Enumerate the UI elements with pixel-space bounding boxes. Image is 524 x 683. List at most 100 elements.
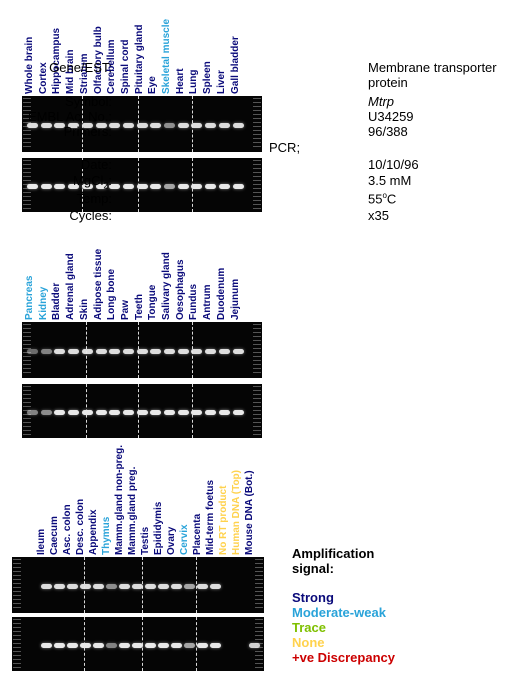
pcr-band <box>232 123 244 128</box>
dna-ladder <box>13 619 21 669</box>
mgcl-key: MgCl2: <box>73 173 112 191</box>
pcr-band <box>68 123 80 128</box>
lane-label: Asc. colon <box>62 504 73 555</box>
lane-label: Jejunum <box>229 278 241 320</box>
pcr-band <box>145 584 156 589</box>
lane-label: Eye <box>147 76 159 94</box>
pcr-band <box>109 349 121 354</box>
pcr-band <box>177 410 189 415</box>
pcr-band <box>93 643 104 648</box>
pcr-band <box>68 410 80 415</box>
pcr-band <box>145 643 156 648</box>
lane-label: Duodenum <box>215 267 227 320</box>
pcr-band <box>164 349 175 354</box>
pcr-band <box>232 349 244 354</box>
pcr-band <box>191 410 203 415</box>
lane-label: Skeletal muscle <box>161 18 172 94</box>
legend-item-moderate: Moderate-weak <box>292 605 386 620</box>
pcr-band <box>54 123 66 128</box>
gel-panel-1-top <box>22 96 262 152</box>
pcr-band <box>132 584 143 589</box>
pcr-band <box>54 349 66 354</box>
pcr-band <box>218 123 230 128</box>
lane-label: Placenta <box>192 513 203 555</box>
pcr-band <box>184 643 195 648</box>
dna-ladder <box>23 324 31 376</box>
lane-label: Skin <box>78 298 90 320</box>
lane-label: Gall bladder <box>229 36 241 94</box>
lane-label: Mid-term foetus <box>205 480 216 555</box>
pcr-band <box>80 643 91 648</box>
primers-value: 96/388 <box>368 124 408 139</box>
dna-ladder <box>255 559 263 611</box>
lane-label: Liver <box>215 70 227 94</box>
pcr-band <box>249 643 260 648</box>
pcr-band <box>197 584 208 589</box>
pcr-band <box>41 643 52 648</box>
pcr-band <box>95 123 107 128</box>
lane-label: Heart <box>174 68 186 94</box>
pcr-band <box>136 123 148 128</box>
pcr-band <box>95 410 107 415</box>
pcr-info: Gene/EST: Membrane transporter protein S… <box>28 60 524 230</box>
pcr-band <box>191 349 203 354</box>
pcr-band <box>197 643 208 648</box>
pcr-band <box>40 349 52 354</box>
pcr-band <box>150 410 162 415</box>
pcr-band <box>81 349 93 354</box>
temp-key: Temp: <box>76 191 112 206</box>
lane-label: Thymus <box>101 516 112 555</box>
lane-label: Pituitary gland <box>133 24 145 94</box>
date-value: 10/10/96 <box>368 157 419 172</box>
pcr-band <box>81 123 93 128</box>
lane-label: Salivary gland <box>161 252 172 320</box>
lane-label: Tongue <box>147 284 159 320</box>
lane-label: Cortex <box>37 62 49 94</box>
lane-labels-panel-2: Pancreas Kidney Bladder Adrenal gland Skin Ad… <box>24 228 264 320</box>
pcr-band <box>171 584 182 589</box>
pcr-band <box>122 410 134 415</box>
lane-label: Cervix <box>179 524 190 555</box>
legend-item-trace: Trace <box>292 620 326 635</box>
pcr-band <box>93 584 104 589</box>
pcr-band <box>27 184 38 189</box>
pcr-band <box>164 123 175 128</box>
pcr-band <box>68 349 80 354</box>
lane-label: Paw <box>119 299 131 320</box>
date-key: Date: <box>80 157 112 172</box>
pcr-band <box>27 410 38 415</box>
lane-label: Epididymis <box>153 501 164 555</box>
temp-degree: o <box>382 191 387 200</box>
embl-key: EMBL Ac. No.: <box>27 109 112 124</box>
pcr-band <box>106 643 117 648</box>
dna-ladder <box>13 559 21 611</box>
gel-panel-2-top <box>22 322 262 378</box>
pcr-band <box>205 410 217 415</box>
pcr-band <box>27 349 38 354</box>
lane-label: Ileum <box>36 528 47 555</box>
pcr-band <box>177 349 189 354</box>
legend-item-none: None <box>292 635 325 650</box>
pcr-band <box>171 643 182 648</box>
pcr-band <box>232 184 244 189</box>
dna-ladder <box>253 324 261 376</box>
lane-label: Testis <box>140 526 151 555</box>
lane-label: Whole brain <box>24 36 35 94</box>
lane-label: Caecum <box>49 516 60 555</box>
symbol-value: Mtrp <box>368 94 394 109</box>
pcr-band <box>136 410 148 415</box>
pcr-band <box>95 349 107 354</box>
pcr-band <box>205 123 217 128</box>
legend-title-line-2: signal: <box>292 561 334 576</box>
dna-ladder <box>253 160 261 210</box>
legend-title-line-1: Amplification <box>292 546 375 561</box>
pcr-band <box>95 184 107 189</box>
lane-label: Adipose tissue <box>92 248 104 320</box>
cycles-key: Cycles: <box>69 208 112 223</box>
lane-label: Teeth <box>133 294 145 320</box>
legend-item-discrepancy: +ve Discrepancy <box>292 650 395 665</box>
pcr-band <box>109 410 121 415</box>
pcr-band <box>119 643 130 648</box>
pcr-band <box>68 184 80 189</box>
pcr-band <box>177 123 189 128</box>
